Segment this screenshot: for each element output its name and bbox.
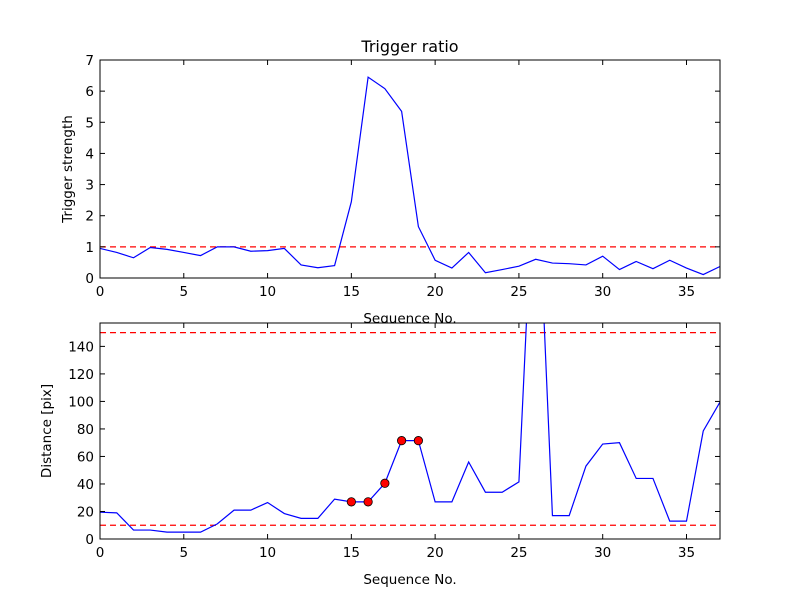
x-tick-label: 5 [179, 284, 188, 300]
x-tick-label: 0 [96, 545, 105, 561]
data-point-marker [397, 436, 407, 446]
y-tick-label: 2 [85, 209, 94, 225]
y-tick-label: 140 [68, 339, 94, 355]
y-tick-label: 3 [85, 178, 94, 194]
chart-title: Trigger ratio [360, 37, 458, 56]
x-tick-label: 10 [259, 545, 276, 561]
y-axis-label: Trigger strength [60, 115, 76, 224]
y-tick-label: 0 [85, 532, 94, 548]
y-tick-label: 60 [77, 449, 94, 465]
series-line [100, 323, 720, 533]
data-point-marker [380, 478, 390, 488]
x-tick-label: 5 [179, 545, 188, 561]
distance-plot: 0 5 10 15 20 25 30 35 0 20 40 60 80 100 120 140 Sequenc… [39, 322, 721, 588]
y-tick-label: 100 [68, 394, 94, 410]
y-tick-label: 4 [85, 146, 94, 162]
y-tick-label: 6 [85, 84, 94, 100]
y-tick-label: 0 [85, 271, 94, 287]
y-tick-label: 120 [68, 367, 94, 383]
x-axis-label: Sequence No. [363, 572, 456, 588]
data-point-marker [363, 497, 373, 507]
data-point-marker [413, 436, 423, 446]
x-tick-label: 35 [678, 284, 695, 300]
x-tick-label: 30 [594, 284, 611, 300]
y-tick-label: 40 [77, 477, 94, 493]
x-tick-label: 10 [259, 284, 276, 300]
x-tick-label: 15 [343, 284, 360, 300]
series-line [100, 76, 720, 276]
y-tick-label: 7 [85, 53, 94, 69]
plot-area-background [100, 323, 720, 539]
y-tick-label: 5 [85, 115, 94, 131]
x-tick-label: 30 [594, 545, 611, 561]
x-tick-label: 0 [96, 284, 105, 300]
x-tick-label: 20 [427, 545, 444, 561]
plot-frame [99, 59, 721, 279]
y-tick-label: 80 [77, 422, 94, 438]
x-tick-label: 20 [427, 284, 444, 300]
x-tick-label: 25 [510, 284, 527, 300]
data-point-marker [346, 497, 356, 507]
plot-frame [99, 322, 721, 540]
y-tick-label: 20 [77, 504, 94, 520]
x-tick-label: 25 [510, 545, 527, 561]
y-tick-label: 1 [85, 240, 94, 256]
x-tick-label: 15 [343, 545, 360, 561]
y-axis-label: Distance [pix] [39, 384, 55, 478]
x-tick-label: 35 [678, 545, 695, 561]
